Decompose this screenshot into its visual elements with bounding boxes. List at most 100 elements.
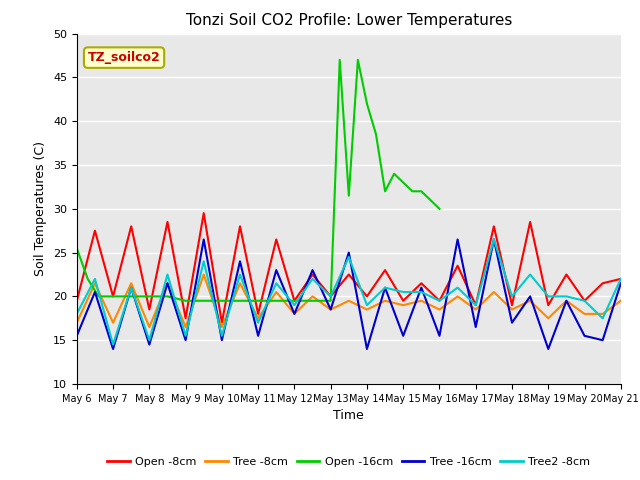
Tree -16cm — [454, 237, 461, 242]
Tree -8cm — [399, 302, 407, 308]
Tree2 -8cm — [399, 289, 407, 295]
Line: Tree2 -8cm: Tree2 -8cm — [77, 240, 621, 345]
Tree -16cm — [381, 285, 389, 290]
Tree -16cm — [363, 346, 371, 352]
Open -8cm — [363, 293, 371, 300]
Line: Tree -8cm: Tree -8cm — [77, 275, 621, 327]
Line: Tree -16cm: Tree -16cm — [77, 240, 621, 349]
Tree2 -8cm — [599, 315, 607, 321]
Open -8cm — [617, 276, 625, 282]
Open -8cm — [580, 298, 588, 304]
Tree2 -8cm — [254, 320, 262, 325]
Open -16cm — [436, 206, 444, 212]
Tree -16cm — [273, 267, 280, 273]
Tree -16cm — [436, 333, 444, 339]
Tree -16cm — [472, 324, 479, 330]
Tree -8cm — [472, 307, 479, 312]
Open -8cm — [200, 210, 207, 216]
Open -16cm — [273, 298, 280, 304]
Tree2 -8cm — [508, 293, 516, 300]
Open -8cm — [526, 219, 534, 225]
Open -8cm — [563, 272, 570, 277]
Open -16cm — [73, 245, 81, 251]
Tree -8cm — [200, 272, 207, 277]
Tree -8cm — [164, 280, 172, 286]
Tree -8cm — [236, 280, 244, 286]
Tree2 -8cm — [526, 272, 534, 277]
Tree -16cm — [145, 342, 153, 348]
Open -8cm — [399, 298, 407, 304]
Open -8cm — [599, 280, 607, 286]
Open -8cm — [91, 228, 99, 234]
Open -8cm — [182, 315, 189, 321]
Tree -8cm — [127, 280, 135, 286]
Open -8cm — [545, 302, 552, 308]
Open -16cm — [354, 57, 362, 63]
Tree2 -8cm — [381, 285, 389, 290]
Tree2 -8cm — [164, 272, 172, 277]
Open -8cm — [308, 272, 316, 277]
Tree -16cm — [127, 285, 135, 290]
Line: Open -8cm: Open -8cm — [77, 213, 621, 323]
Tree -16cm — [526, 293, 534, 300]
Open -16cm — [336, 57, 344, 63]
Tree -8cm — [580, 311, 588, 317]
Tree -16cm — [109, 346, 117, 352]
Tree -8cm — [454, 293, 461, 300]
Tree -8cm — [436, 307, 444, 312]
Open -8cm — [127, 223, 135, 229]
Tree2 -8cm — [73, 311, 81, 317]
Tree -16cm — [164, 280, 172, 286]
Tree -16cm — [73, 333, 81, 339]
Open -16cm — [200, 298, 207, 304]
Tree2 -8cm — [291, 302, 298, 308]
Tree2 -8cm — [327, 293, 335, 300]
Open -8cm — [236, 223, 244, 229]
Tree -8cm — [273, 289, 280, 295]
Open -16cm — [145, 293, 153, 300]
Tree -16cm — [308, 267, 316, 273]
Tree2 -8cm — [109, 342, 117, 348]
Open -8cm — [436, 298, 444, 304]
Tree2 -8cm — [218, 333, 226, 339]
Open -8cm — [381, 267, 389, 273]
Tree2 -8cm — [363, 302, 371, 308]
Tree -16cm — [91, 289, 99, 295]
Tree2 -8cm — [182, 333, 189, 339]
Tree -16cm — [617, 280, 625, 286]
Tree -16cm — [563, 298, 570, 304]
Tree -16cm — [200, 237, 207, 242]
Open -16cm — [84, 276, 92, 282]
Tree -8cm — [381, 298, 389, 304]
Open -16cm — [381, 188, 389, 194]
Open -8cm — [327, 293, 335, 300]
Open -16cm — [109, 293, 117, 300]
Open -8cm — [454, 263, 461, 269]
Tree -8cm — [490, 289, 498, 295]
Open -16cm — [127, 293, 135, 300]
Open -16cm — [218, 298, 226, 304]
Open -8cm — [145, 307, 153, 312]
Tree -16cm — [254, 333, 262, 339]
Tree -16cm — [236, 258, 244, 264]
Y-axis label: Soil Temperatures (C): Soil Temperatures (C) — [35, 141, 47, 276]
Tree -8cm — [218, 324, 226, 330]
Open -16cm — [417, 188, 425, 194]
Open -8cm — [417, 280, 425, 286]
Tree -8cm — [563, 298, 570, 304]
Open -8cm — [73, 298, 81, 304]
Tree2 -8cm — [127, 285, 135, 290]
Tree -8cm — [308, 293, 316, 300]
Tree2 -8cm — [91, 276, 99, 282]
Open -16cm — [95, 293, 102, 300]
Tree -16cm — [490, 237, 498, 242]
Open -16cm — [390, 171, 398, 177]
Tree -8cm — [109, 320, 117, 325]
Tree2 -8cm — [472, 302, 479, 308]
Open -8cm — [345, 272, 353, 277]
Open -16cm — [426, 197, 434, 203]
Tree -8cm — [417, 298, 425, 304]
Open -16cm — [372, 132, 380, 137]
Tree2 -8cm — [617, 276, 625, 282]
Tree -16cm — [599, 337, 607, 343]
